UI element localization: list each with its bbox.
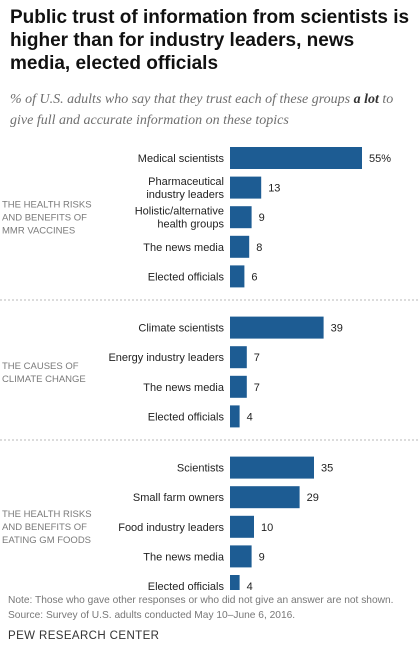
group-label: THE HEALTH RISKS AND BENEFITS OF EATING GM… <box>2 509 92 546</box>
chart-title: Public trust of information from scienti… <box>10 7 410 74</box>
bar <box>230 575 240 590</box>
category-label: Small farm owners <box>133 492 225 504</box>
data-label: 55% <box>369 153 391 165</box>
data-label: 4 <box>247 581 253 590</box>
bar <box>230 486 300 509</box>
data-label: 13 <box>268 183 280 195</box>
data-label: 9 <box>259 212 265 224</box>
bar <box>230 456 314 479</box>
group-label: THE HEALTH RISKS AND BENEFITS OF MMR VACCI… <box>2 200 92 237</box>
footer-credit: PEW RESEARCH CENTER <box>8 630 160 642</box>
data-label: 8 <box>256 242 262 254</box>
category-label: Climate scientists <box>138 323 224 335</box>
bar <box>230 176 262 199</box>
chart-subtitle: % of U.S. adults who say that they trust… <box>10 89 414 131</box>
category-label: Holistic/alternative health groups <box>135 206 225 231</box>
bar <box>230 515 254 538</box>
category-label: Elected officials <box>148 271 225 283</box>
bar <box>230 316 324 339</box>
data-label: 35 <box>321 463 333 475</box>
group-label: THE CAUSES OF CLIMATE CHANGE <box>2 361 86 385</box>
bar-chart: Medical scientists 55% Pharmaceutical indus… <box>0 147 420 590</box>
bar <box>230 235 250 258</box>
data-label: 10 <box>261 522 273 534</box>
category-label: Elected officials <box>148 411 225 423</box>
category-label: Medical scientists <box>138 153 225 165</box>
bar <box>230 405 240 428</box>
subtitle-text-start: % of U.S. adults who say that they trust… <box>10 92 354 107</box>
data-label: 39 <box>331 323 343 335</box>
data-label: 4 <box>247 411 253 423</box>
note-text: Note: Those who gave other responses or … <box>8 595 394 606</box>
source-text: Source: Survey of U.S. adults conducted … <box>8 610 296 621</box>
bar <box>230 346 247 369</box>
data-label: 7 <box>254 352 260 364</box>
category-label: Elected officials <box>148 581 225 590</box>
category-label: The news media <box>143 382 225 394</box>
bar <box>230 206 252 229</box>
data-label: 6 <box>251 271 257 283</box>
bar <box>230 147 362 169</box>
category-label: Pharmaceutical industry leaders <box>146 176 224 201</box>
subtitle-text-end: to give full and accurate information on… <box>10 92 394 128</box>
data-label: 7 <box>254 382 260 394</box>
category-label: The news media <box>143 551 225 563</box>
bar <box>230 375 247 398</box>
bar <box>230 265 245 288</box>
bar <box>230 545 252 568</box>
data-label: 9 <box>259 551 265 563</box>
category-label: The news media <box>143 242 225 254</box>
subtitle-emphasis: a lot <box>353 92 379 107</box>
chart-notes: Note: Those who gave other responses or … <box>8 593 418 623</box>
category-label: Scientists <box>177 463 225 475</box>
data-label: 29 <box>307 492 319 504</box>
category-label: Food industry leaders <box>118 522 224 534</box>
category-label: Energy industry leaders <box>108 352 224 364</box>
